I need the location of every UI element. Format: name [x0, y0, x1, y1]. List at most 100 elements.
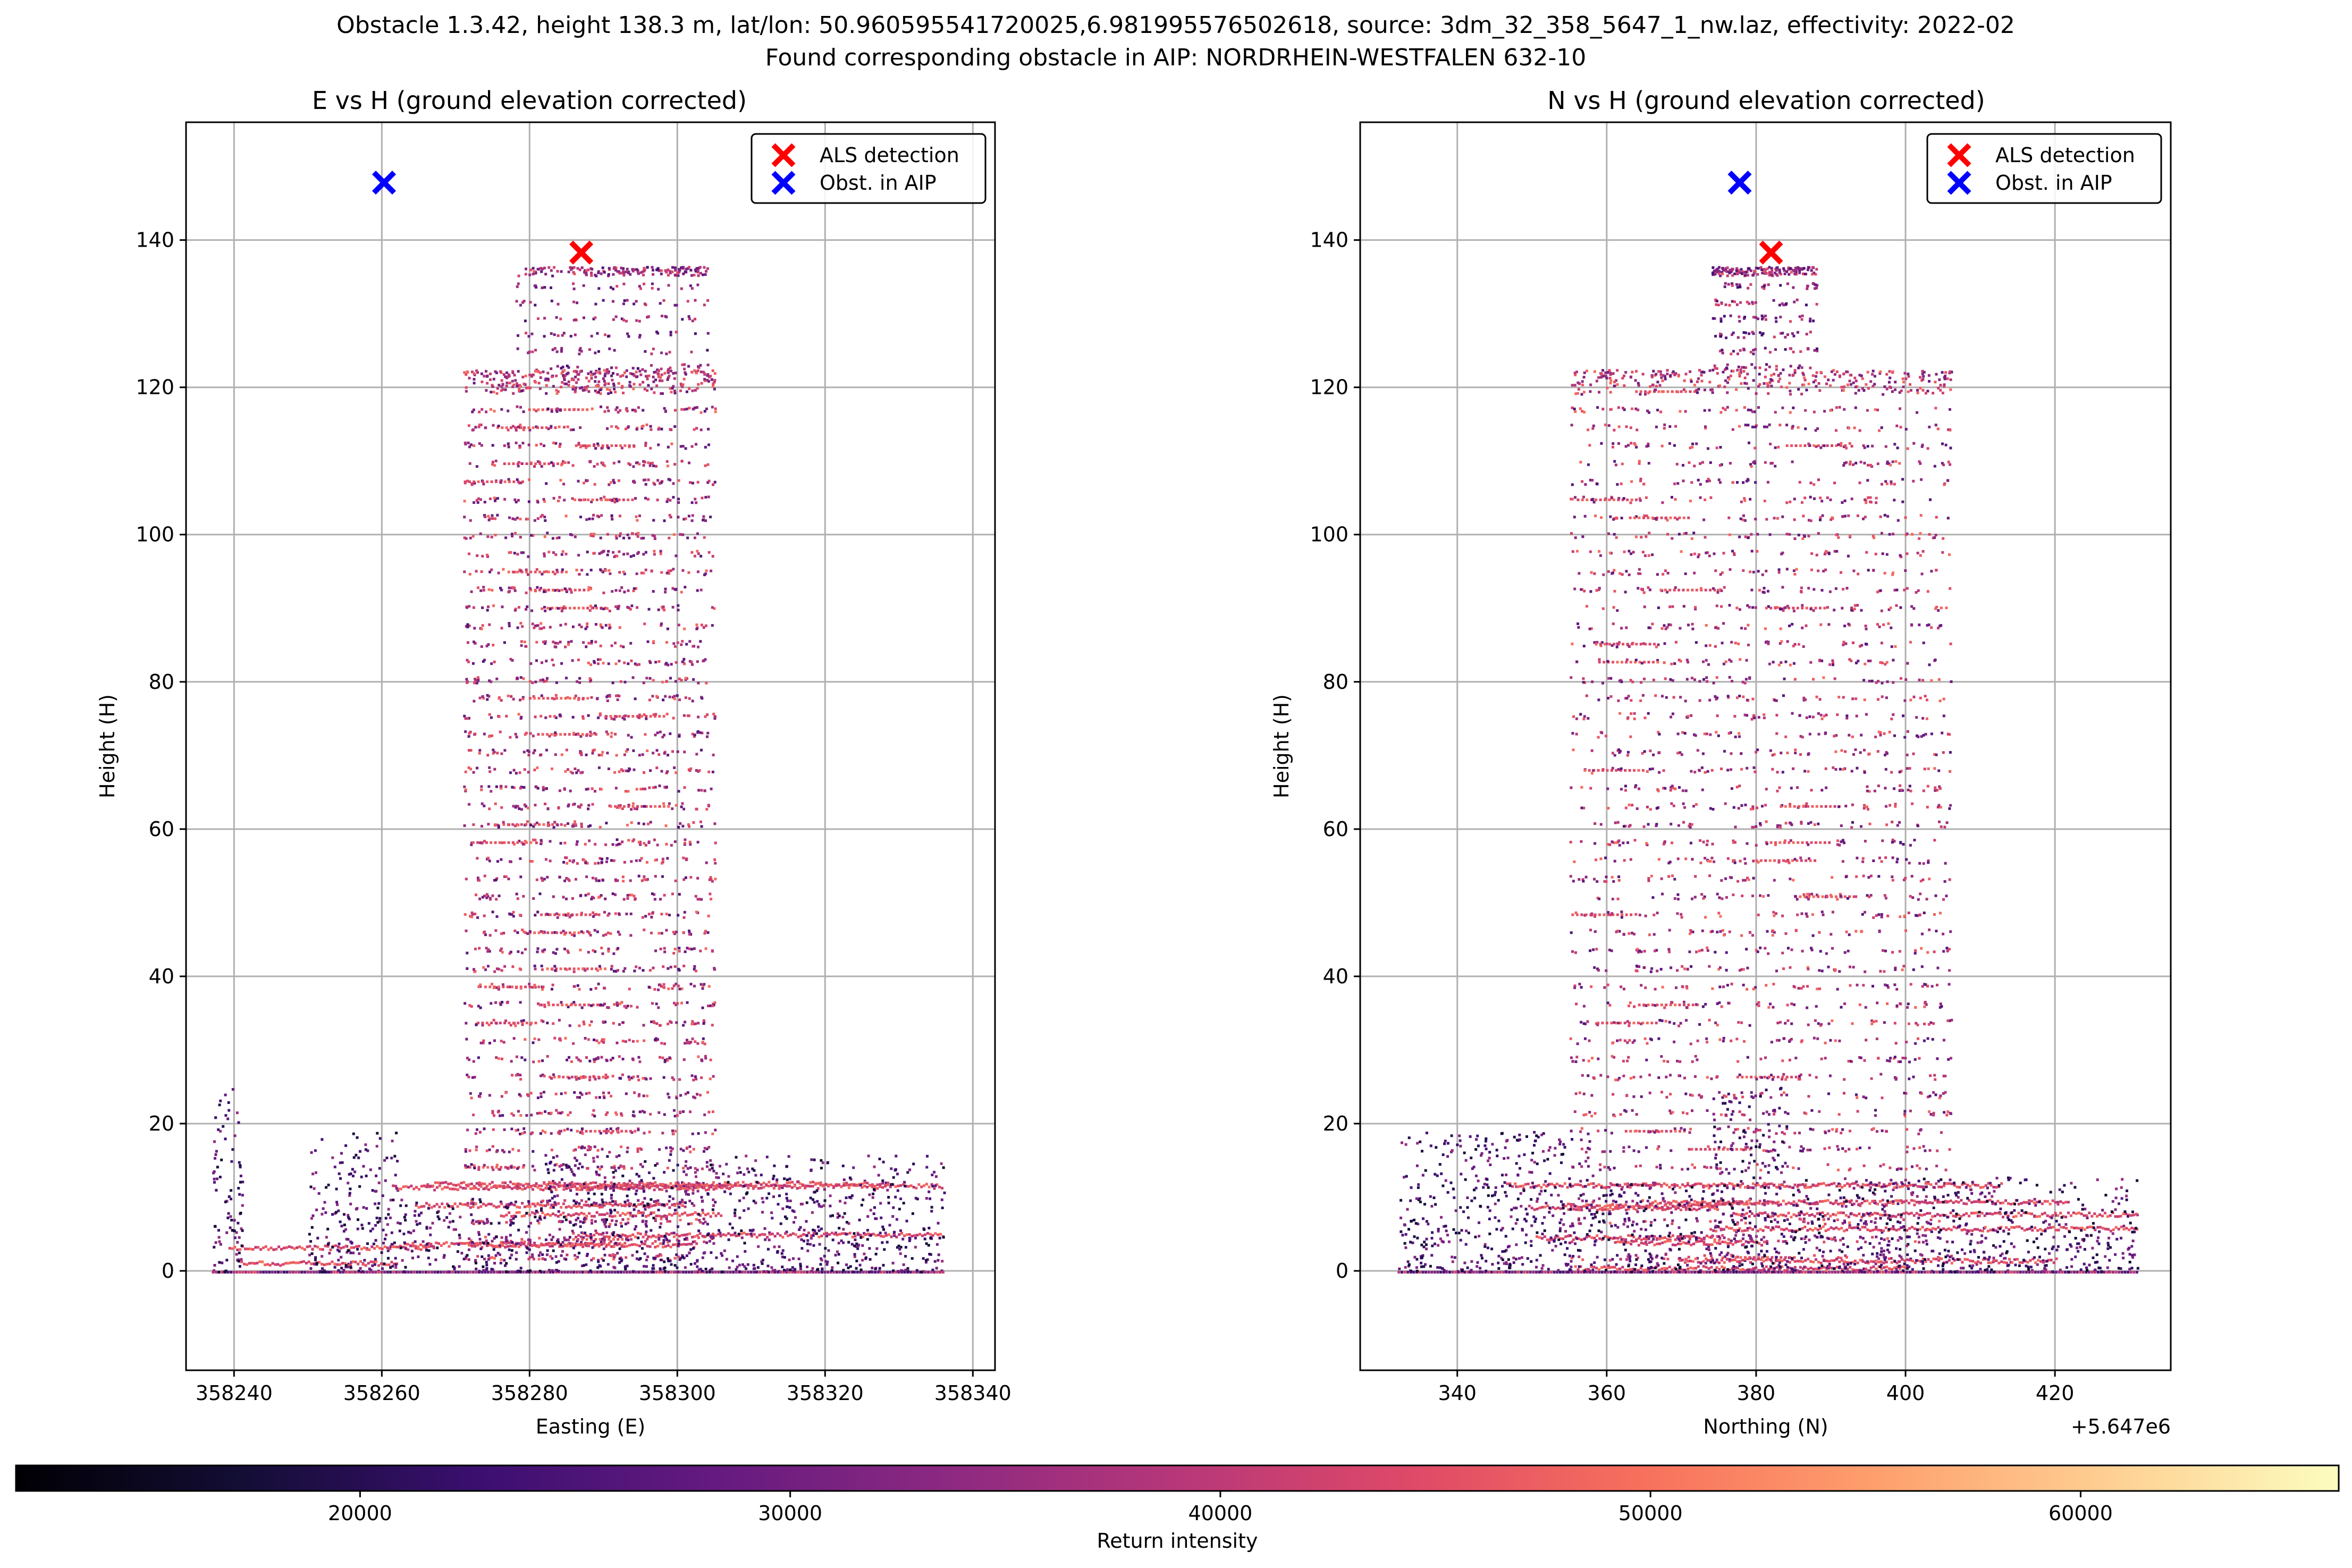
right-cloud-points — [2117, 1267, 2120, 1270]
left-cloud-points — [496, 269, 703, 1272]
left-xticks: 358240 358260 358280 358300 358320 358340 — [196, 1370, 1011, 1405]
right-cloud-points — [1569, 283, 2019, 1274]
right-cloud-points — [1624, 444, 1929, 1264]
left-cloud-points — [357, 366, 766, 1274]
left-cloud-points — [313, 300, 814, 1274]
left-cloud-points — [513, 319, 694, 1221]
left-cloud-points — [447, 1226, 450, 1229]
right-cloud-points — [1612, 390, 1971, 1271]
right-cloud-points — [1574, 496, 1936, 1272]
left-cloud-points — [509, 860, 687, 1206]
right-cloud-points — [1597, 271, 2120, 1262]
right-point-cloud — [1397, 266, 2139, 1274]
right-cloud-points — [1452, 267, 1931, 1272]
left-cloud-points — [403, 375, 911, 1274]
left-cloud-points — [331, 367, 918, 1272]
right-cloud-points — [1676, 464, 2049, 1269]
right-cloud-points — [1416, 379, 2128, 1274]
left-cloud-points — [313, 370, 884, 1274]
left-cloud-points — [293, 370, 864, 1261]
left-cloud-points — [327, 268, 936, 1274]
right-cloud-points — [1409, 331, 1987, 1274]
left-cloud-points — [478, 268, 896, 1236]
right-cloud-points — [1505, 304, 2061, 1274]
colorbar-tick-label: 40000 — [1188, 1502, 1252, 1525]
colorbar-tick-label: 20000 — [328, 1502, 392, 1525]
left-cloud-points — [243, 269, 732, 1266]
right-cloud-points — [1427, 478, 2117, 1256]
left-cloud-points — [377, 386, 532, 1274]
left-xtick-label: 358300 — [639, 1381, 716, 1405]
left-cloud-points — [285, 272, 940, 1249]
right-cloud-points — [1612, 315, 2114, 1274]
right-cloud-points — [1573, 266, 2043, 1270]
left-cloud-points — [235, 285, 889, 1274]
left-cloud-points — [344, 1264, 348, 1267]
right-cloud-points — [1508, 352, 2128, 1271]
right-cloud-points — [1536, 411, 2131, 1272]
right-cloud-points — [1580, 352, 2010, 1274]
right-cloud-points — [1713, 552, 2068, 1226]
left-cloud-points — [264, 371, 887, 1267]
left-cloud-points — [239, 1164, 914, 1269]
right-cloud-points — [1443, 424, 1789, 1245]
left-cloud-points — [673, 273, 847, 1204]
left-cloud-points — [241, 267, 822, 1260]
right-ytick-label: 0 — [1336, 1259, 1348, 1283]
right-ylabel: Height (H) — [1270, 694, 1293, 798]
right-ytick-label: 20 — [1323, 1112, 1348, 1135]
right-legend-label: Obst. in AIP — [1995, 171, 2112, 195]
left-cloud-points — [347, 391, 739, 1251]
left-cloud-points — [612, 679, 655, 1248]
right-cloud-points — [1421, 284, 2013, 1274]
left-cloud-points — [638, 389, 856, 1187]
right-cloud-points — [1582, 444, 2003, 1262]
right-cloud-points — [1581, 286, 1903, 1270]
right-ytick-label: 60 — [1323, 817, 1348, 841]
left-marker-obst-in-aip — [372, 171, 397, 195]
right-cloud-points — [1569, 373, 2020, 1269]
right-cloud-points — [1398, 369, 2073, 1274]
right-cloud-points — [1584, 369, 2115, 1271]
left-ytick-label: 0 — [162, 1259, 174, 1283]
left-cloud-points — [465, 373, 874, 1260]
right-cloud-points — [1549, 377, 2007, 1245]
left-cloud-points — [385, 1157, 859, 1274]
left-cloud-points — [472, 370, 810, 1187]
left-cloud-points — [740, 1229, 743, 1233]
left-cloud-points — [525, 841, 528, 844]
right-cloud-points — [1427, 282, 2139, 1274]
right-cloud-points — [1577, 367, 2055, 1274]
left-cloud-points — [571, 933, 574, 937]
left-cloud-points — [485, 1204, 487, 1207]
left-cloud-points — [316, 349, 770, 1274]
right-cloud-points — [1587, 1132, 1590, 1135]
left-marker-als-detection — [569, 240, 594, 265]
left-ylabel: Height (H) — [96, 694, 119, 798]
right-cloud-points — [1430, 282, 1984, 1268]
right-cloud-points — [1420, 375, 2125, 1274]
right-cloud-points — [1410, 1089, 1849, 1272]
right-cloud-points — [1660, 376, 1663, 379]
left-cloud-points — [677, 498, 680, 501]
right-cloud-points — [1404, 336, 2123, 1274]
left-cloud-points — [433, 386, 810, 1246]
left-cloud-points — [274, 266, 937, 1274]
left-cloud-points — [468, 274, 713, 1261]
right-cloud-points — [1406, 266, 2059, 1274]
left-legend-label: ALS detection — [820, 144, 959, 167]
right-cloud-points — [1404, 304, 2124, 1273]
left-yticks: 0 20 40 60 80 100 120 140 — [136, 229, 186, 1283]
left-cloud-points — [553, 268, 940, 1225]
right-cloud-points — [1443, 495, 2031, 1272]
right-cloud-points — [1541, 406, 2023, 1270]
left-cloud-points — [237, 332, 710, 1261]
left-cloud-points — [286, 370, 709, 1265]
left-ytick-label: 60 — [149, 817, 174, 841]
right-cloud-points — [1596, 388, 2042, 1237]
right-legend-box — [1926, 133, 2162, 204]
right-cloud-points — [1410, 284, 2088, 1274]
right-cloud-points — [1425, 550, 1989, 1274]
left-cloud-points — [485, 369, 941, 1238]
left-cloud-points — [233, 405, 608, 1260]
